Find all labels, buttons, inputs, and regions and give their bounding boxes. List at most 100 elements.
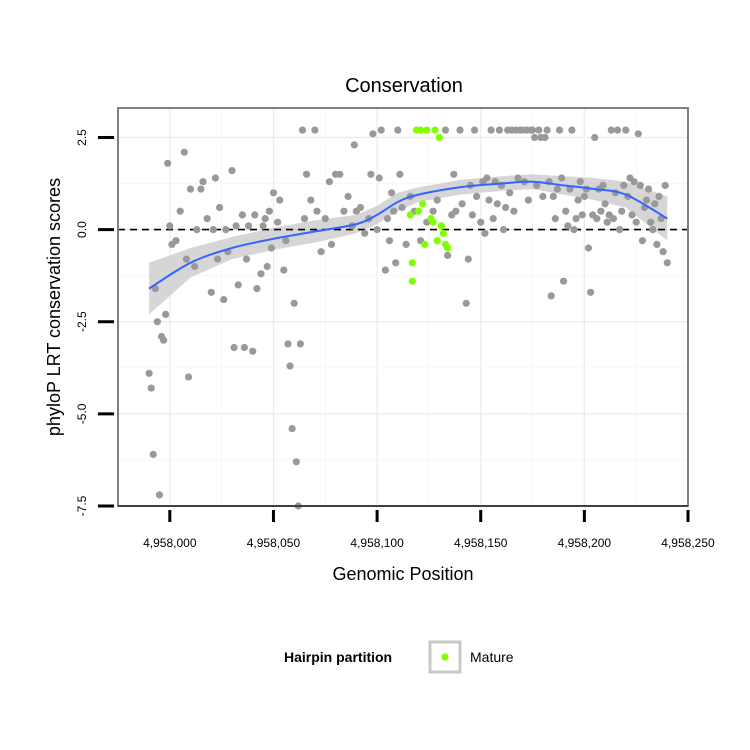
y-tick-label: 0.0 [75, 221, 89, 238]
data-point [367, 170, 375, 178]
data-point [284, 340, 292, 348]
data-point [300, 215, 309, 223]
data-point [638, 237, 647, 245]
y-tick-label: 2.5 [75, 129, 89, 146]
data-point [584, 244, 593, 252]
data-point [216, 203, 224, 212]
data-point-mature [419, 200, 427, 208]
data-point [514, 174, 522, 182]
data-point [288, 425, 296, 433]
data-point [547, 292, 555, 300]
data-point [663, 259, 671, 267]
data-point [593, 215, 601, 223]
data-point [558, 174, 566, 182]
data-point [286, 362, 294, 370]
data-point [568, 126, 576, 134]
data-point [290, 299, 298, 307]
data-point [182, 255, 190, 263]
data-point-mature [439, 229, 447, 237]
data-point [655, 192, 663, 200]
data-point-mature [408, 259, 416, 267]
y-tick-label: -7.5 [75, 495, 89, 516]
data-point [464, 255, 472, 263]
data-point [383, 215, 392, 223]
data-point [381, 266, 389, 274]
data-point [149, 450, 157, 458]
data-point [317, 248, 325, 256]
data-point [485, 196, 493, 204]
data-point [356, 203, 365, 212]
data-point [251, 211, 259, 219]
data-point [452, 207, 460, 215]
data-point-mature [421, 240, 429, 248]
data-point [462, 299, 470, 307]
data-point [653, 240, 661, 248]
data-point [232, 222, 240, 230]
data-point [296, 340, 304, 348]
legend-key-box [428, 640, 462, 674]
data-point [618, 207, 626, 215]
data-point [502, 203, 510, 212]
data-point [153, 318, 161, 326]
data-point [578, 211, 586, 219]
data-point [473, 192, 481, 200]
data-point [253, 285, 261, 293]
data-point [647, 218, 655, 226]
x-tick-label: 4,958,250 [661, 536, 715, 550]
data-point [375, 174, 383, 182]
data-point [193, 226, 201, 234]
data-point [495, 126, 503, 134]
data-point [493, 200, 501, 208]
data-point-mature [429, 218, 437, 226]
data-point-mature [406, 211, 414, 219]
data-point [245, 222, 253, 230]
data-point [261, 215, 269, 223]
data-point [311, 126, 319, 134]
data-point [267, 244, 275, 252]
x-tick-label: 4,958,050 [247, 536, 301, 550]
data-point [259, 222, 267, 230]
data-point-mature [423, 126, 431, 134]
data-point [321, 215, 329, 223]
data-point [551, 215, 559, 223]
data-point [398, 203, 406, 212]
data-point [274, 218, 282, 226]
x-tick-label: 4,958,100 [350, 536, 404, 550]
data-point [607, 126, 615, 134]
data-point [634, 130, 642, 138]
data-point [645, 185, 653, 193]
data-point [228, 167, 236, 175]
data-point [402, 240, 410, 248]
data-point [361, 229, 369, 237]
data-point [535, 126, 543, 134]
legend-label-mature: Mature [470, 649, 514, 665]
data-point [636, 181, 644, 189]
data-point [477, 218, 485, 226]
data-point-mature [437, 222, 445, 230]
data-point [276, 196, 284, 204]
data-point [587, 288, 595, 296]
confidence-ribbon [149, 174, 668, 315]
data-point [468, 211, 476, 219]
data-point [580, 192, 589, 200]
x-tick-label: 4,958,150 [454, 536, 508, 550]
data-point [265, 207, 273, 215]
data-point [242, 255, 251, 263]
data-point [489, 215, 497, 223]
x-axis-title: Genomic Position [332, 564, 473, 584]
smooth-curve [148, 180, 668, 290]
data-point [444, 251, 452, 259]
data-point [541, 133, 549, 142]
data-point [574, 196, 582, 204]
data-point [499, 226, 508, 234]
x-tick-label: 4,958,000 [143, 536, 197, 550]
data-point [642, 196, 651, 204]
data-point [481, 229, 489, 237]
data-point-mature [414, 207, 423, 215]
data-point [564, 222, 572, 230]
data-point [549, 192, 557, 200]
data-point [350, 141, 358, 149]
data-point [269, 189, 278, 197]
data-point [470, 126, 479, 134]
data-point [238, 211, 246, 219]
